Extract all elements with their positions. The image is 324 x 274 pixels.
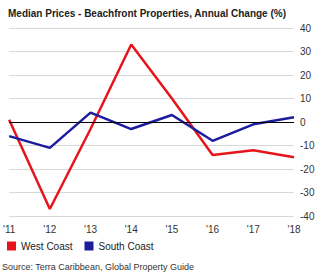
svg-text:West Coast: West Coast	[21, 241, 73, 252]
svg-text:'16: '16	[206, 224, 219, 235]
svg-text:30: 30	[300, 46, 312, 57]
svg-text:'14: '14	[125, 224, 138, 235]
svg-text:Median Prices - Beachfront Pro: Median Prices - Beachfront Properties, A…	[8, 8, 286, 19]
svg-text:-30: -30	[300, 187, 315, 198]
svg-text:Source: Terra Caribbean, Globa: Source: Terra Caribbean, Global Property…	[2, 262, 194, 272]
svg-text:0: 0	[300, 117, 306, 128]
svg-text:'13: '13	[84, 224, 97, 235]
svg-text:20: 20	[300, 70, 312, 81]
svg-text:South Coast: South Coast	[98, 241, 153, 252]
svg-text:'11: '11	[3, 224, 16, 235]
svg-text:40: 40	[300, 23, 312, 34]
svg-text:-10: -10	[300, 140, 315, 151]
svg-text:'18: '18	[287, 224, 300, 235]
svg-text:10: 10	[300, 93, 312, 104]
svg-text:-20: -20	[300, 164, 315, 175]
svg-text:'17: '17	[247, 224, 260, 235]
svg-text:'12: '12	[43, 224, 56, 235]
svg-text:-40: -40	[300, 211, 315, 222]
svg-text:'15: '15	[165, 224, 178, 235]
